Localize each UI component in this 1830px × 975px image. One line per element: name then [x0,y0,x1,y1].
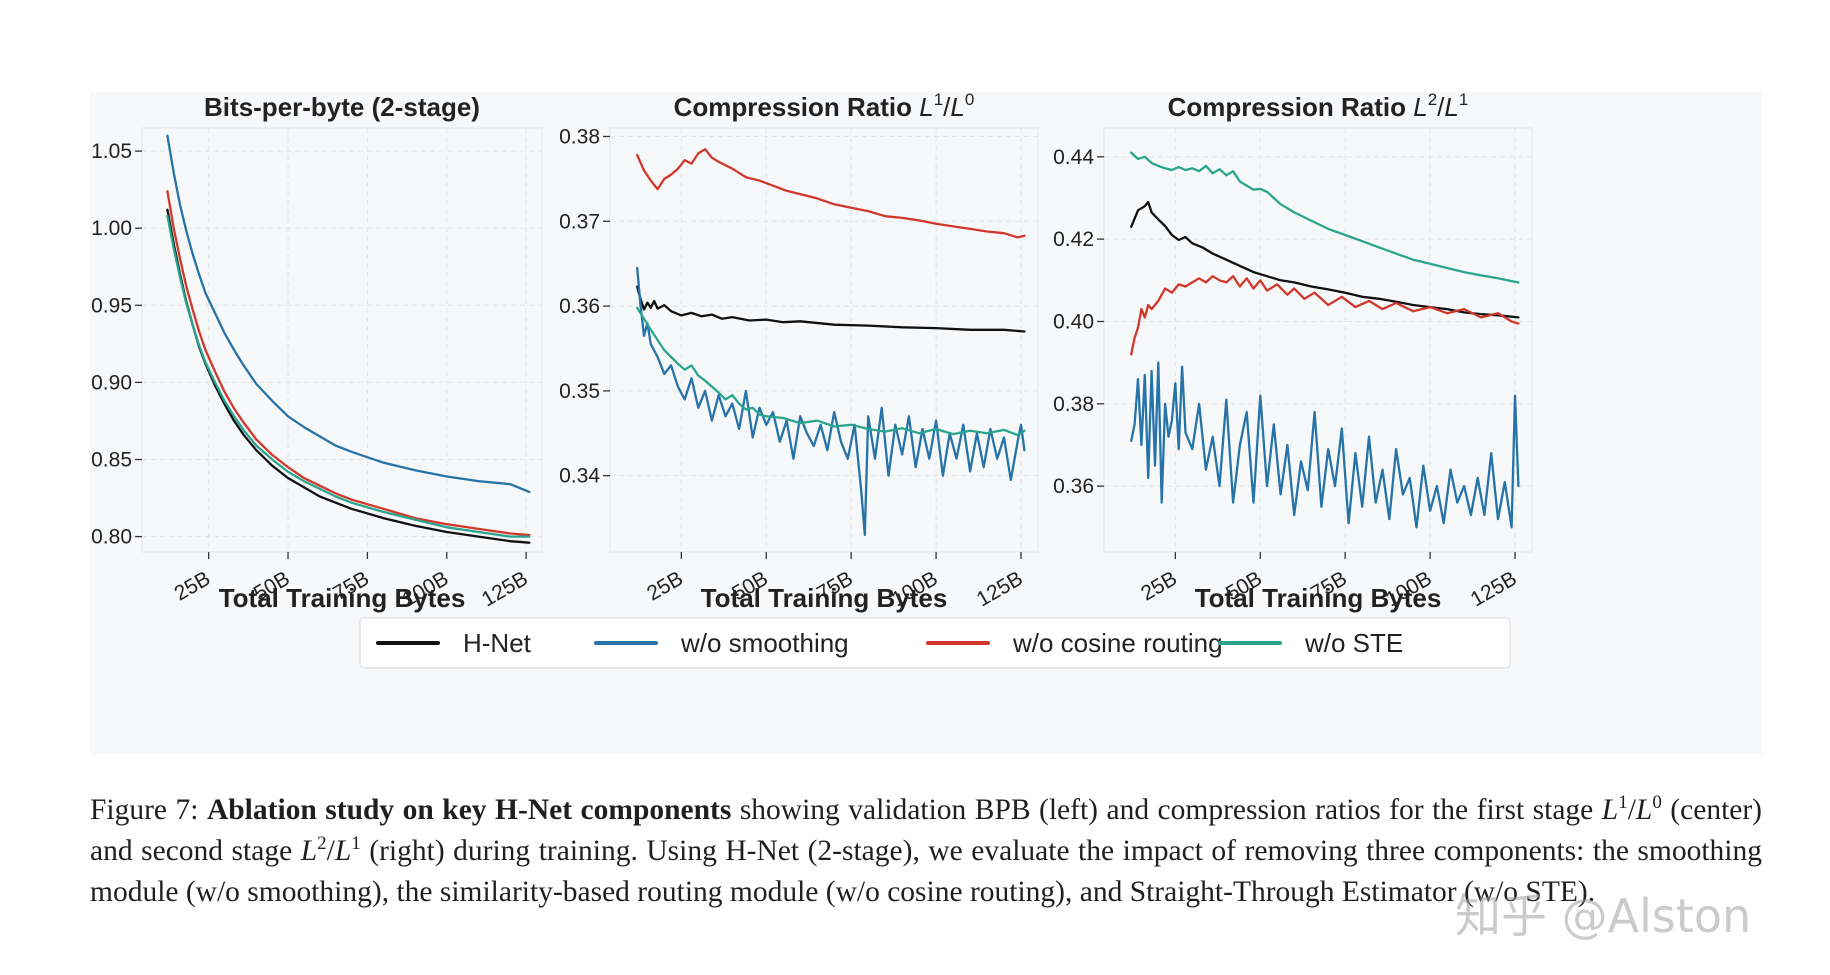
series-line-w-o-smoothing [636,266,1026,537]
series-line-w-o-cosine-routing [166,190,531,537]
x-tick-label: 125B [1467,567,1521,611]
series-line-w-o-smoothing [166,134,531,494]
series-line-w-o-ste [1130,151,1520,284]
chart-title: Compression Ratio L1/L0 [674,92,975,122]
caption-text-3: (right) during training. Using H-Net (2-… [90,835,1763,908]
x-tick-label: 25B [171,567,215,606]
chart-title: Compression Ratio L2/L1 [1168,92,1469,122]
series-line-w-o-smoothing [1130,361,1520,529]
plot-area [1103,127,1533,553]
y-tick-label: 0.42 [1053,228,1094,251]
series-line-h-net [636,285,1026,333]
legend: H-Net w/o smoothing w/o cosine routing w/o … [359,617,1511,669]
caption-label: Figure 7: [90,794,199,826]
caption-math-sup: 2 [317,833,327,855]
caption-text-2: (center) and second stage [90,794,1763,867]
caption-text-1: showing validation BPB (left) and compre… [731,794,1602,826]
caption-math-sup: 1 [1618,792,1628,814]
y-tick-label: 0.34 [559,465,600,488]
y-tick-label: 0.38 [559,125,600,148]
caption-math-denominator: L [1635,794,1653,826]
y-tick-label: 0.40 [1053,310,1094,333]
legend-label: w/o smoothing [680,628,849,658]
x-tick-label: 125B [478,567,532,611]
y-tick-label: 0.80 [91,526,132,549]
x-tick-label: 25B [1137,567,1181,606]
figure-panel: 0.80 0.85 0.90 0.95 1.00 1.05 25B 50B 75B 100B 125… [90,92,1762,754]
chart-title: Bits-per-byte (2-stage) [204,92,480,122]
y-tick-label: 0.36 [559,295,600,318]
figure-caption: Figure 7: Ablation study on key H-Net co… [90,792,1763,908]
y-tick-label: 0.95 [91,294,132,317]
y-tick-label: 0.38 [1053,393,1094,416]
y-tick-label: 0.90 [91,371,132,394]
x-axis-label: Total Training Bytes [219,583,466,613]
caption-math-numerator: L [1601,794,1619,826]
legend-label: w/o STE [1304,628,1403,658]
caption-bold: Ablation study on key H-Net components [206,794,732,826]
series-line-w-o-cosine-routing [1130,275,1520,356]
y-tick-label: 0.36 [1053,475,1094,498]
x-tick-label: 25B [643,567,687,606]
x-axis-label: Total Training Bytes [701,583,948,613]
y-tick-label: 0.35 [559,380,600,403]
y-tick-label: 0.44 [1053,146,1094,169]
x-tick-label: 125B [973,567,1027,611]
caption-math-sup: 0 [1652,792,1662,814]
y-tick-label: 0.37 [559,210,600,233]
series-line-w-o-ste [636,306,1026,437]
watermark: 知乎 @Alston [1455,889,1752,943]
legend-label: H-Net [463,628,532,658]
series-line-w-o-ste [166,214,531,538]
caption-math-sup: 1 [351,833,361,855]
y-tick-label: 0.85 [91,448,132,471]
y-tick-label: 1.00 [91,217,132,240]
caption-math-denominator: L [334,835,352,867]
x-axis-label: Total Training Bytes [1195,583,1442,613]
series-line-w-o-cosine-routing [636,148,1026,239]
plot-area [609,127,1039,553]
caption-math-numerator: L [300,835,318,867]
legend-label: w/o cosine routing [1012,628,1223,658]
y-tick-label: 1.05 [91,140,132,163]
